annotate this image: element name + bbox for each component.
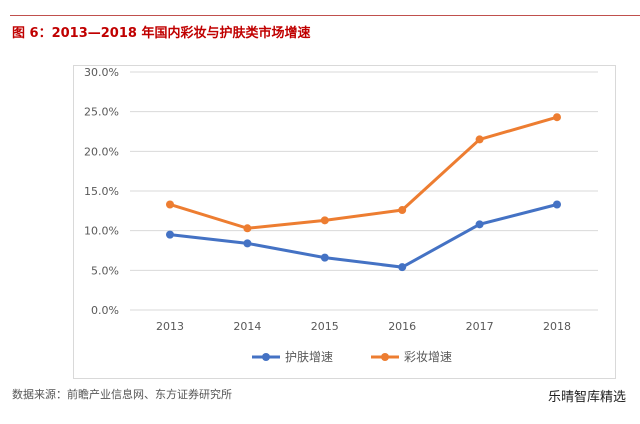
y-tick-label: 15.0% bbox=[84, 185, 119, 198]
data-point bbox=[398, 263, 407, 272]
x-tick-label: 2013 bbox=[156, 320, 184, 333]
top-rule bbox=[10, 15, 640, 16]
data-point bbox=[320, 253, 329, 262]
legend-marker bbox=[381, 353, 389, 361]
series-line-1 bbox=[169, 115, 558, 230]
data-point bbox=[243, 224, 252, 233]
legend-marker bbox=[262, 353, 270, 361]
data-point bbox=[475, 220, 484, 229]
data-point bbox=[166, 200, 174, 209]
data-point bbox=[553, 200, 561, 209]
data-point bbox=[243, 239, 252, 248]
figure-title: 图 6：2013—2018 年国内彩妆与护肤类市场增速 bbox=[12, 26, 311, 41]
x-tick-label: 2016 bbox=[388, 320, 416, 333]
y-tick-label: 20.0% bbox=[84, 145, 119, 158]
y-tick-label: 25.0% bbox=[84, 106, 119, 119]
data-point bbox=[553, 113, 561, 122]
y-tick-label: 5.0% bbox=[91, 264, 119, 277]
x-tick-label: 2014 bbox=[233, 320, 261, 333]
series-line-0 bbox=[169, 203, 558, 269]
y-tick-label: 10.0% bbox=[84, 225, 119, 238]
y-tick-label: 0.0% bbox=[91, 304, 119, 317]
data-point bbox=[166, 230, 174, 239]
legend-label: 彩妆增速 bbox=[404, 350, 452, 364]
y-tick-label: 30.0% bbox=[84, 66, 119, 79]
watermark: 乐晴智库精选 bbox=[547, 390, 626, 405]
data-point bbox=[320, 216, 329, 225]
x-tick-label: 2015 bbox=[311, 320, 339, 333]
x-tick-label: 2018 bbox=[543, 320, 571, 333]
data-point bbox=[398, 206, 407, 215]
data-point bbox=[475, 135, 484, 144]
chart-frame bbox=[73, 65, 616, 379]
x-tick-label: 2017 bbox=[466, 320, 494, 333]
source-note: 数据来源：前瞻产业信息网、东方证券研究所 bbox=[12, 388, 232, 401]
legend-label: 护肤增速 bbox=[285, 349, 333, 364]
